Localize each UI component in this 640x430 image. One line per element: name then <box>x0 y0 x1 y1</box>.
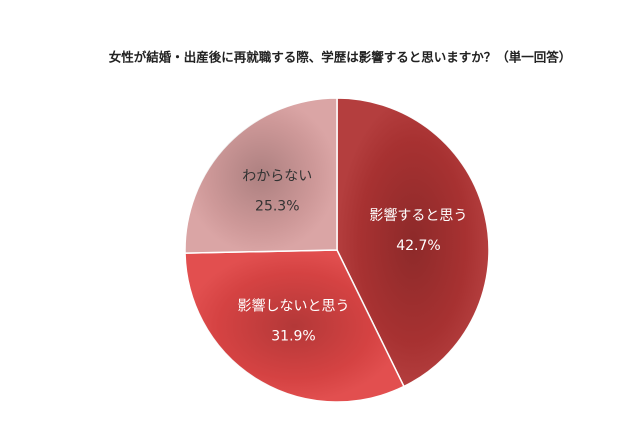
slice-value-label: 42.7% <box>396 238 440 254</box>
pie <box>184 97 490 403</box>
slice-label: 影響しないと思う <box>238 297 350 314</box>
slice-value-label: 31.9% <box>271 328 315 344</box>
slice-label: 影響すると思う <box>369 207 467 224</box>
slice-label: わからない <box>242 168 312 184</box>
chart-title: 女性が結婚・出産後に再就職する際、学歴は影響すると思いますか？（単一回答） <box>109 50 572 65</box>
slice-value-label: 25.3% <box>255 198 299 214</box>
